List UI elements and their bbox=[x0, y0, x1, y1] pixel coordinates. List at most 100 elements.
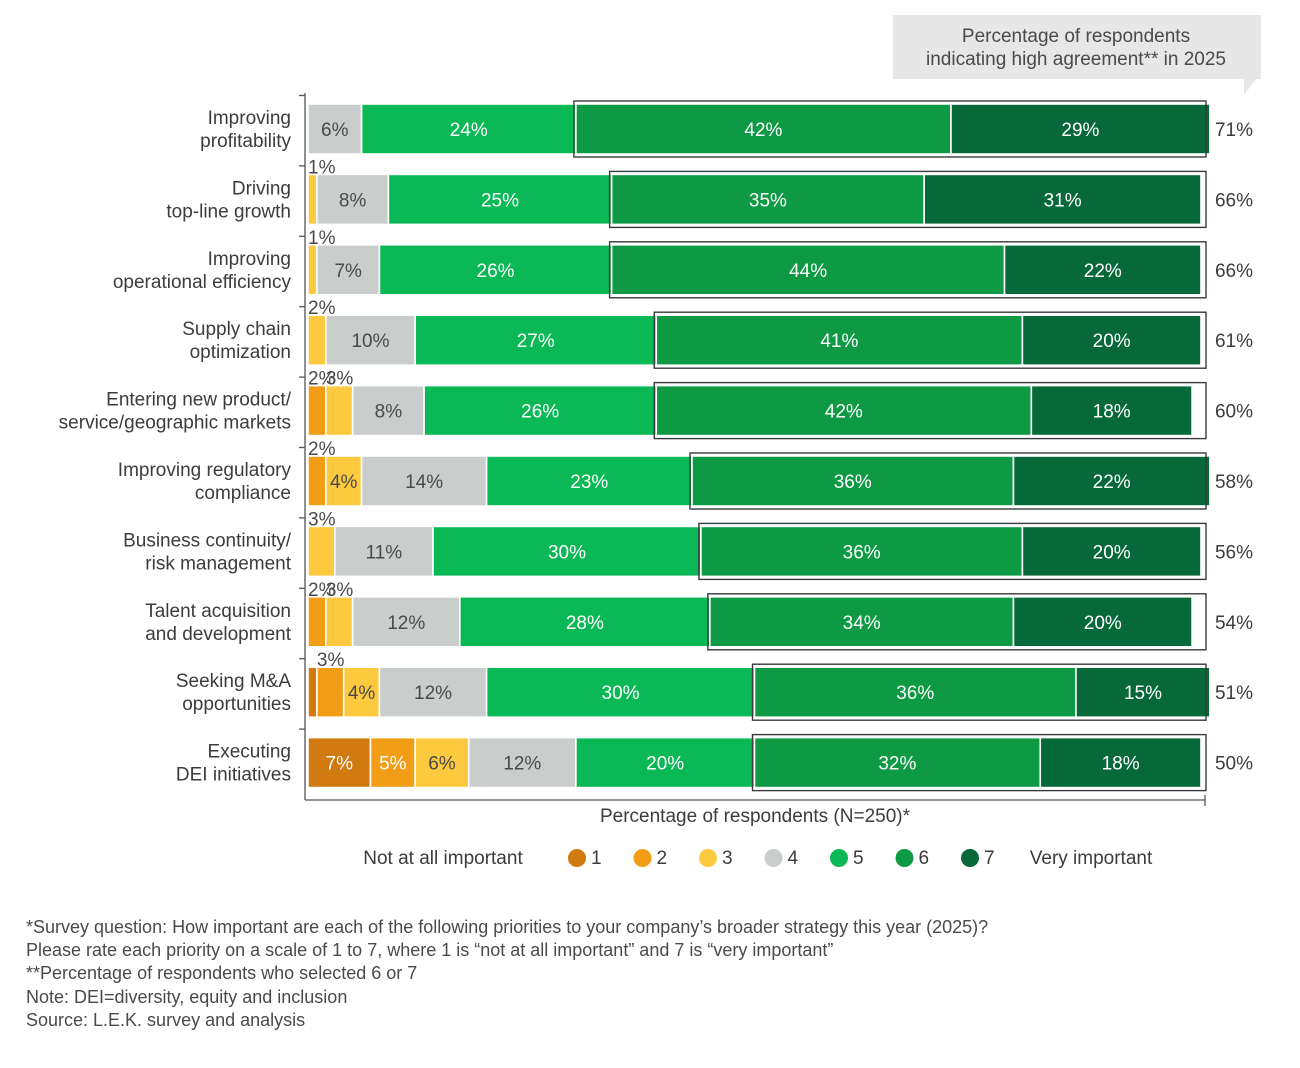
bar-segment-6 bbox=[691, 455, 1015, 507]
category-label-line: top-line growth bbox=[166, 201, 291, 222]
bar-value-label: 32% bbox=[878, 754, 916, 775]
bar-value-label: 41% bbox=[820, 331, 858, 352]
high-agreement-outline bbox=[698, 522, 1207, 581]
high-agreement-value: 51% bbox=[1215, 683, 1253, 704]
high-agreement-outline bbox=[751, 733, 1207, 792]
bar-value-label: 31% bbox=[1044, 190, 1082, 211]
bar-segment-3 bbox=[307, 314, 327, 367]
legend-swatch-2 bbox=[633, 849, 652, 867]
bar-value-label: 22% bbox=[1093, 472, 1131, 493]
category-label-line: Talent acquisition bbox=[145, 601, 291, 622]
high-agreement-value: 60% bbox=[1215, 402, 1253, 423]
category-label-line: service/geographic markets bbox=[59, 413, 291, 434]
callout-line-2: indicating high agreement** in 2025 bbox=[926, 49, 1226, 70]
footnote-high-agreement: **Percentage of respondents who selected… bbox=[26, 963, 418, 984]
bar-value-label: 7% bbox=[334, 261, 362, 282]
high-agreement-outline bbox=[689, 452, 1207, 510]
legend: Not at all important 1 2 3 4 5 6 7 Very import… bbox=[363, 848, 1153, 869]
bar-value-label: 36% bbox=[896, 683, 934, 704]
bar-segment-2 bbox=[316, 666, 345, 719]
bar-segment-5 bbox=[485, 455, 693, 507]
bar-value-label: 20% bbox=[1093, 542, 1131, 563]
bar-segment-3 bbox=[325, 455, 363, 507]
bar-segment-2 bbox=[307, 455, 327, 507]
bar-segment-5 bbox=[575, 736, 756, 789]
x-axis: Percentage of respondents (N=250)* bbox=[304, 93, 1206, 827]
bar-segment-4 bbox=[333, 525, 434, 578]
bar-segment-7 bbox=[1021, 525, 1202, 578]
category-label-line: optimization bbox=[190, 342, 291, 363]
high-agreement-outline bbox=[751, 663, 1207, 721]
callout-line-1: Percentage of respondents bbox=[962, 26, 1190, 47]
legend-label-5: 5 bbox=[853, 848, 864, 869]
bar-value-label: 6% bbox=[321, 120, 349, 141]
high-agreement-outline bbox=[653, 381, 1207, 440]
bar-segment-4 bbox=[351, 384, 425, 437]
category-label-line: profitability bbox=[200, 131, 291, 152]
bar-segment-2 bbox=[307, 384, 327, 437]
bar-segment-5 bbox=[459, 595, 711, 648]
bar-value-label: 34% bbox=[843, 613, 881, 634]
callout-background bbox=[893, 15, 1261, 95]
bar-segment-7 bbox=[923, 173, 1202, 226]
bar-segment-4 bbox=[316, 173, 390, 226]
high-agreement-value: 56% bbox=[1215, 542, 1253, 563]
bar-value-label: 2% bbox=[308, 580, 336, 601]
bar-value-label: 27% bbox=[517, 331, 555, 352]
bar-value-label: 24% bbox=[450, 120, 488, 141]
bar-value-label: 12% bbox=[503, 754, 541, 775]
bar-value-label: 4% bbox=[330, 472, 358, 493]
category-label-line: operational efficiency bbox=[113, 272, 292, 293]
bar-segment-4 bbox=[316, 244, 381, 296]
bar-segment-6 bbox=[610, 173, 925, 226]
category-label-line: Improving regulatory bbox=[118, 460, 292, 481]
high-agreement-value: 66% bbox=[1215, 261, 1253, 282]
high-agreement-value: 54% bbox=[1215, 613, 1253, 634]
bar-segment-7 bbox=[1003, 244, 1202, 296]
high-agreement-outline bbox=[707, 593, 1207, 651]
bar-segment-3 bbox=[325, 384, 354, 437]
high-agreement-value: 50% bbox=[1215, 754, 1253, 775]
legend-label-1: 1 bbox=[591, 848, 602, 869]
bar-segment-3 bbox=[414, 736, 470, 789]
bar-value-label: 8% bbox=[375, 402, 403, 423]
bar-value-label: 29% bbox=[1061, 120, 1099, 141]
bar-segment-5 bbox=[378, 244, 613, 296]
high-agreement-outline bbox=[573, 100, 1207, 158]
high-agreement-outline bbox=[608, 170, 1207, 229]
bar-value-label: 36% bbox=[843, 542, 881, 563]
legend-swatch-7 bbox=[961, 849, 979, 867]
category-label-line: and development bbox=[145, 624, 291, 645]
bar-segment-7 bbox=[1012, 595, 1193, 648]
bar-value-label: 2% bbox=[308, 369, 336, 390]
bar-segment-6 bbox=[709, 595, 1015, 648]
bar-segment-3 bbox=[325, 595, 354, 648]
legend-label-2: 2 bbox=[657, 848, 668, 869]
footnote-source: Source: L.E.K. survey and analysis bbox=[26, 1009, 306, 1030]
category-label-line: compliance bbox=[195, 483, 291, 504]
stacked-bar-chart: Percentage of respondents indicating hig… bbox=[59, 15, 1261, 869]
bar-value-label: 12% bbox=[387, 613, 425, 634]
bar-value-label: 6% bbox=[428, 754, 456, 775]
bar-value-label: 11% bbox=[366, 542, 403, 563]
legend-label-3: 3 bbox=[722, 848, 733, 869]
high-agreement-outline bbox=[608, 241, 1207, 299]
category-label-line: opportunities bbox=[182, 694, 291, 715]
bar-segment-7 bbox=[1030, 384, 1193, 437]
category-label-line: Executing bbox=[208, 742, 291, 763]
bar-value-label: 2% bbox=[308, 439, 336, 460]
bar-value-label: 3% bbox=[308, 509, 336, 530]
category-label-line: DEI initiatives bbox=[176, 765, 291, 786]
bar-value-label: 10% bbox=[351, 331, 389, 352]
bar-value-label: 28% bbox=[566, 613, 604, 634]
legend-swatch-4 bbox=[764, 849, 783, 867]
category-label-line: Improving bbox=[208, 108, 291, 129]
bar-row-entering-new-product-service-geographic-markets: Entering new product/service/geographic … bbox=[59, 369, 1253, 440]
bar-segment-7 bbox=[1075, 666, 1211, 719]
